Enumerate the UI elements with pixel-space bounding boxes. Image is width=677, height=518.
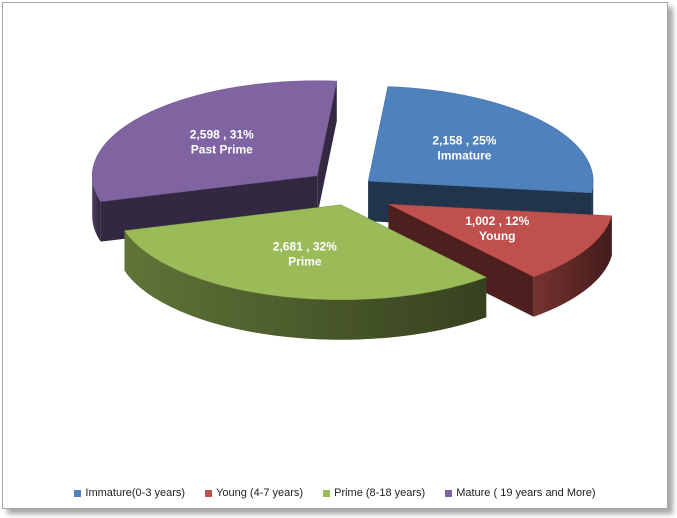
legend-label-3: Mature ( 19 years and More) [456,487,596,499]
chart-legend: Immature(0-3 years) Young (4-7 years) Prim… [3,487,667,499]
pie-slice-edge-3-0 [92,175,101,242]
slice-value-label-1: 1,002 , 12% [465,214,529,228]
slice-name-label-3: Past Prime [191,142,253,156]
legend-item-0: Immature(0-3 years) [74,487,185,499]
pie-slice-top-2 [124,204,487,301]
pie-chart: 2,158 , 25% Immature 1,002 , 12% Young 2,681… [91,80,613,340]
slice-label-3: 2,598 , 31% Past Prime [190,127,254,156]
pie-slice-2 [124,204,487,340]
legend-swatch-1 [205,489,213,497]
legend-item-2: Prime (8-18 years) [323,487,425,499]
slice-value-label-3: 2,598 , 31% [190,127,254,141]
pie-slice-edge-2-0 [124,230,487,340]
slice-label-0: 2,158 , 25% Immature [432,133,496,162]
pie-slice-edge-1-0 [533,215,612,317]
slice-name-label-0: Immature [437,148,491,162]
legend-swatch-3 [445,489,453,497]
slice-value-label-0: 2,158 , 25% [432,133,496,147]
legend-swatch-0 [74,489,82,497]
pie-slice-top-0 [367,86,594,194]
legend-item-3: Mature ( 19 years and More) [445,487,596,499]
slice-label-1: 1,002 , 12% Young [465,214,529,243]
pie-slice-wall-3-1 [317,81,337,216]
slice-value-label-2: 2,681 , 32% [273,240,337,254]
pie-slice-wall-1-1 [388,204,534,317]
slice-label-2: 2,681 , 32% Prime [273,240,337,269]
legend-swatch-2 [323,489,331,497]
chart-frame: 2,158 , 25% Immature 1,002 , 12% Young 2,681… [2,2,668,509]
pie-slice-1 [388,203,613,317]
legend-label-0: Immature(0-3 years) [85,487,186,499]
pie-slice-wall-3-0 [100,175,318,242]
slice-name-label-2: Prime [288,255,322,269]
legend-label-1: Young (4-7 years) [216,487,304,499]
pie-slice-3 [91,80,338,242]
legend-label-2: Prime (8-18 years) [334,487,426,499]
legend-item-1: Young (4-7 years) [205,487,303,499]
pie-slice-top-3 [91,80,338,202]
pie-slice-top-1 [388,203,613,277]
slice-name-label-1: Young [479,229,515,243]
